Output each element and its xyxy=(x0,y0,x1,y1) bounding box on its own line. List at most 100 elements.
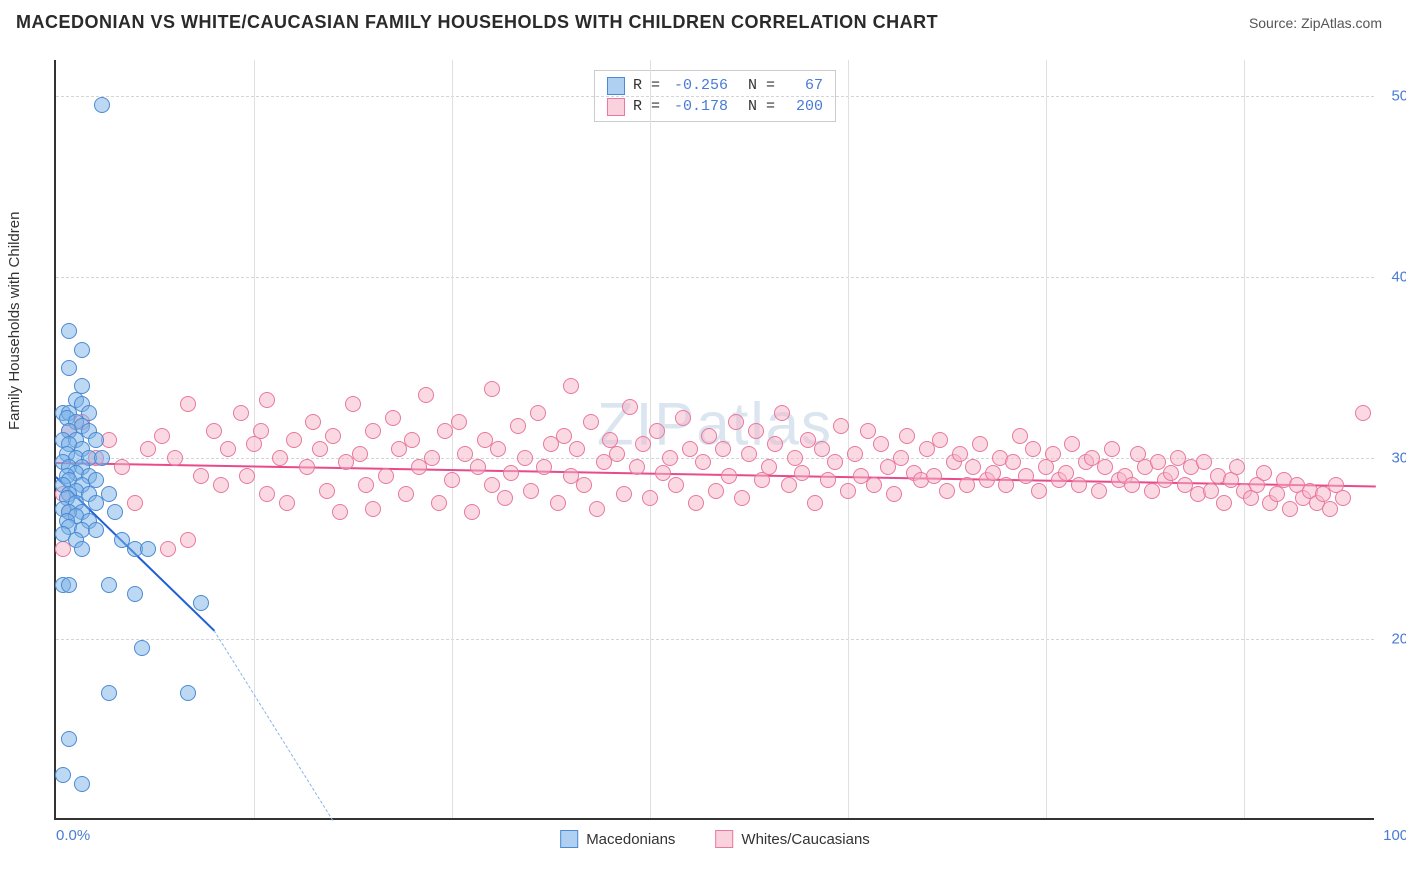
data-point-pink xyxy=(272,450,288,466)
data-point-pink xyxy=(1064,436,1080,452)
trend-line xyxy=(214,630,334,821)
series-legend: Macedonians Whites/Caucasians xyxy=(560,830,870,848)
data-point-pink xyxy=(926,468,942,484)
data-point-pink xyxy=(748,423,764,439)
data-point-pink xyxy=(497,490,513,506)
data-point-pink xyxy=(721,468,737,484)
chart-container: Family Households with Children ZIPatlas… xyxy=(16,50,1392,870)
data-point-pink xyxy=(484,381,500,397)
data-point-pink xyxy=(404,432,420,448)
data-point-pink xyxy=(160,541,176,557)
legend-item-whites: Whites/Caucasians xyxy=(715,830,869,848)
data-point-pink xyxy=(1025,441,1041,457)
data-point-pink xyxy=(1124,477,1140,493)
x-tick-label-right: 100.0% xyxy=(1383,827,1406,844)
data-point-blue xyxy=(74,776,90,792)
data-point-blue xyxy=(74,541,90,557)
swatch-pink-icon xyxy=(715,830,733,848)
data-point-pink xyxy=(616,486,632,502)
data-point-pink xyxy=(286,432,302,448)
data-point-pink xyxy=(682,441,698,457)
data-point-pink xyxy=(642,490,658,506)
data-point-pink xyxy=(550,495,566,511)
data-point-pink xyxy=(239,468,255,484)
data-point-pink xyxy=(1144,483,1160,499)
data-point-pink xyxy=(484,477,500,493)
data-point-pink xyxy=(114,459,130,475)
data-point-pink xyxy=(840,483,856,499)
data-point-pink xyxy=(470,459,486,475)
data-point-pink xyxy=(1018,468,1034,484)
data-point-pink xyxy=(418,387,434,403)
data-point-blue xyxy=(88,522,104,538)
data-point-pink xyxy=(622,399,638,415)
data-point-pink xyxy=(635,436,651,452)
data-point-pink xyxy=(253,423,269,439)
data-point-pink xyxy=(365,501,381,517)
data-point-pink xyxy=(655,465,671,481)
data-point-pink xyxy=(517,450,533,466)
swatch-blue-icon xyxy=(560,830,578,848)
legend-r-label: R = xyxy=(633,96,660,117)
data-point-blue xyxy=(61,360,77,376)
data-point-pink xyxy=(827,454,843,470)
x-tick-label-left: 0.0% xyxy=(56,827,90,844)
data-point-pink xyxy=(352,446,368,462)
chart-title: MACEDONIAN VS WHITE/CAUCASIAN FAMILY HOU… xyxy=(16,12,938,33)
data-point-pink xyxy=(365,423,381,439)
grid-line-v xyxy=(452,60,453,818)
swatch-blue-icon xyxy=(607,77,625,95)
data-point-pink xyxy=(1104,441,1120,457)
data-point-pink xyxy=(662,450,678,466)
data-point-pink xyxy=(220,441,236,457)
data-point-pink xyxy=(536,459,552,475)
y-axis-label: Family Households with Children xyxy=(6,212,23,430)
data-point-pink xyxy=(345,396,361,412)
data-point-pink xyxy=(378,468,394,484)
data-point-pink xyxy=(503,465,519,481)
data-point-pink xyxy=(741,446,757,462)
data-point-pink xyxy=(1097,459,1113,475)
data-point-pink xyxy=(767,436,783,452)
data-point-blue xyxy=(55,767,71,783)
data-point-pink xyxy=(180,532,196,548)
legend-item-macedonians: Macedonians xyxy=(560,830,675,848)
data-point-pink xyxy=(715,441,731,457)
data-point-blue xyxy=(180,685,196,701)
data-point-pink xyxy=(1322,501,1338,517)
y-tick-label: 20.0% xyxy=(1379,631,1406,648)
data-point-pink xyxy=(668,477,684,493)
data-point-pink xyxy=(424,450,440,466)
data-point-pink xyxy=(866,477,882,493)
data-point-blue xyxy=(107,504,123,520)
data-point-pink xyxy=(444,472,460,488)
data-point-pink xyxy=(734,490,750,506)
y-tick-label: 50.0% xyxy=(1379,88,1406,105)
legend-n-label: N = xyxy=(748,96,775,117)
legend-row: R =-0.256N = 67 xyxy=(607,75,823,96)
data-point-pink xyxy=(1163,465,1179,481)
data-point-pink xyxy=(794,465,810,481)
chart-header: MACEDONIAN VS WHITE/CAUCASIAN FAMILY HOU… xyxy=(0,0,1406,41)
data-point-pink xyxy=(833,418,849,434)
data-point-pink xyxy=(213,477,229,493)
data-point-pink xyxy=(312,441,328,457)
legend-n-value: 67 xyxy=(783,75,823,96)
data-point-pink xyxy=(259,486,275,502)
data-point-pink xyxy=(385,410,401,426)
data-point-pink xyxy=(523,483,539,499)
plot-area: ZIPatlas R =-0.256N = 67R =-0.178N =200 … xyxy=(54,60,1374,820)
data-point-pink xyxy=(154,428,170,444)
data-point-pink xyxy=(556,428,572,444)
data-point-pink xyxy=(1012,428,1028,444)
data-point-pink xyxy=(1335,490,1351,506)
data-point-pink xyxy=(1282,501,1298,517)
data-point-blue xyxy=(140,541,156,557)
data-point-pink xyxy=(1355,405,1371,421)
data-point-pink xyxy=(206,423,222,439)
data-point-pink xyxy=(985,465,1001,481)
data-point-blue xyxy=(74,342,90,358)
data-point-pink xyxy=(451,414,467,430)
data-point-pink xyxy=(530,405,546,421)
data-point-pink xyxy=(576,477,592,493)
